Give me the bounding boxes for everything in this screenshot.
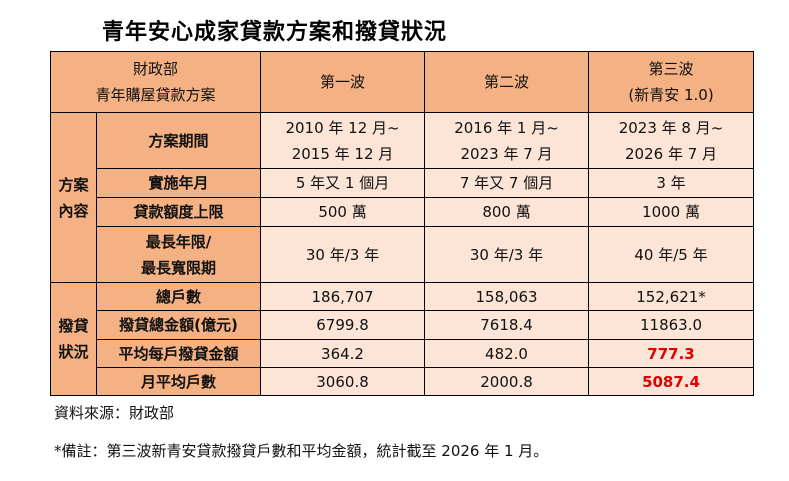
- cell: 158,063: [424, 282, 590, 311]
- cell-line: 2023 年 7 月: [460, 144, 553, 163]
- wave3-line1: 第三波: [648, 60, 694, 78]
- row-label: 總戶數: [95, 282, 262, 311]
- header-wave3: 第三波 (新青安 1.0): [588, 51, 755, 113]
- cell: 2016 年 1 月~ 2023 年 7 月: [424, 112, 590, 169]
- table-row: 撥貸狀況 總戶數 186,707 158,063 152,621*: [50, 282, 755, 396]
- row-label: 平均每戶撥貸金額: [95, 339, 262, 368]
- source-note: 資料來源：財政部: [54, 404, 175, 422]
- cell: 152,621*: [588, 282, 755, 311]
- cell: 800 萬: [424, 197, 590, 227]
- table-row: 方案內容 方案期間 2010 年 12 月~ 2015 年 12 月 2016 年…: [50, 112, 755, 283]
- cell: 2023 年 8 月~ 2026 年 7 月: [588, 112, 755, 169]
- cell: 11863.0: [588, 310, 755, 340]
- row-label: 實施年月: [95, 168, 262, 198]
- cell-line: 2010 年 12 月~: [285, 118, 400, 137]
- cell: 500 萬: [260, 197, 426, 227]
- cell: 5 年又 1 個月: [260, 168, 426, 198]
- cell: 40 年/5 年: [588, 226, 755, 283]
- cell-line: 2026 年 7 月: [625, 144, 718, 163]
- loan-table: 財政部青年購屋貸款方案 第一波 第二波 第三波 (新青安 1.0) 方案內容 方案…: [49, 51, 755, 396]
- cell-highlight: 777.3: [588, 339, 755, 368]
- cell: 30 年/3 年: [424, 226, 590, 283]
- cell: 30 年/3 年: [260, 226, 426, 283]
- corner-header: 財政部青年購屋貸款方案: [49, 51, 262, 113]
- row-label: 撥貸總金額(億元): [95, 310, 262, 340]
- cell-line: 2015 年 12 月: [291, 144, 394, 163]
- cell: 364.2: [260, 339, 426, 368]
- row-label: 方案期間: [95, 112, 262, 169]
- row-label: 月平均戶數: [95, 367, 262, 396]
- label-line: 最長寬限期: [141, 258, 217, 277]
- cell: 3 年: [588, 168, 755, 198]
- table-row: 平均每戶撥貸金額 364.2 482.0 777.3: [51, 339, 755, 368]
- cell: 186,707: [260, 282, 426, 311]
- cell: 7618.4: [424, 310, 590, 340]
- header-row: 財政部青年購屋貸款方案 第一波 第二波 第三波 (新青安 1.0): [49, 51, 755, 113]
- cell: 6799.8: [260, 310, 426, 340]
- label-line: 最長年限/: [145, 232, 212, 251]
- group-plan: 方案內容: [50, 112, 97, 283]
- table-row: 月平均戶數 3060.8 2000.8 5087.4: [51, 367, 755, 396]
- cell-line: 2023 年 8 月~: [618, 118, 724, 137]
- corner-line2: 青年購屋貸款方案: [95, 86, 216, 104]
- row-label: 貸款額度上限: [95, 197, 262, 227]
- corner-line1: 財政部: [133, 60, 179, 78]
- table-row: 最長年限/最長寬限期 30 年/3 年 30 年/3 年 40 年/5 年: [51, 226, 755, 283]
- cell-line: 2016 年 1 月~: [454, 118, 559, 137]
- cell: 7 年又 7 個月: [424, 168, 590, 198]
- cell: 2000.8: [424, 367, 590, 396]
- cell: 2010 年 12 月~ 2015 年 12 月: [260, 112, 426, 169]
- table-row: 實施年月 5 年又 1 個月 7 年又 7 個月 3 年: [51, 168, 755, 198]
- cell: 482.0: [424, 339, 590, 368]
- header-wave2: 第二波: [424, 51, 590, 113]
- cell: 3060.8: [260, 367, 426, 396]
- page-title: 青年安心成家貸款方案和撥貸狀況: [102, 20, 448, 45]
- table-row: 撥貸總金額(億元) 6799.8 7618.4 11863.0: [51, 310, 755, 340]
- cell: 1000 萬: [588, 197, 755, 227]
- table-row: 貸款額度上限 500 萬 800 萬 1000 萬: [51, 197, 755, 227]
- cell-highlight: 5087.4: [588, 367, 755, 396]
- wave3-line2: (新青安 1.0): [628, 86, 714, 104]
- footnote: *備註：第三波新青安貸款撥貸戶數和平均金額，統計截至 2026 年 1 月。: [54, 442, 549, 460]
- header-wave1: 第一波: [260, 51, 426, 113]
- row-label: 最長年限/最長寬限期: [95, 226, 262, 283]
- group-disburse: 撥貸狀況: [50, 282, 97, 396]
